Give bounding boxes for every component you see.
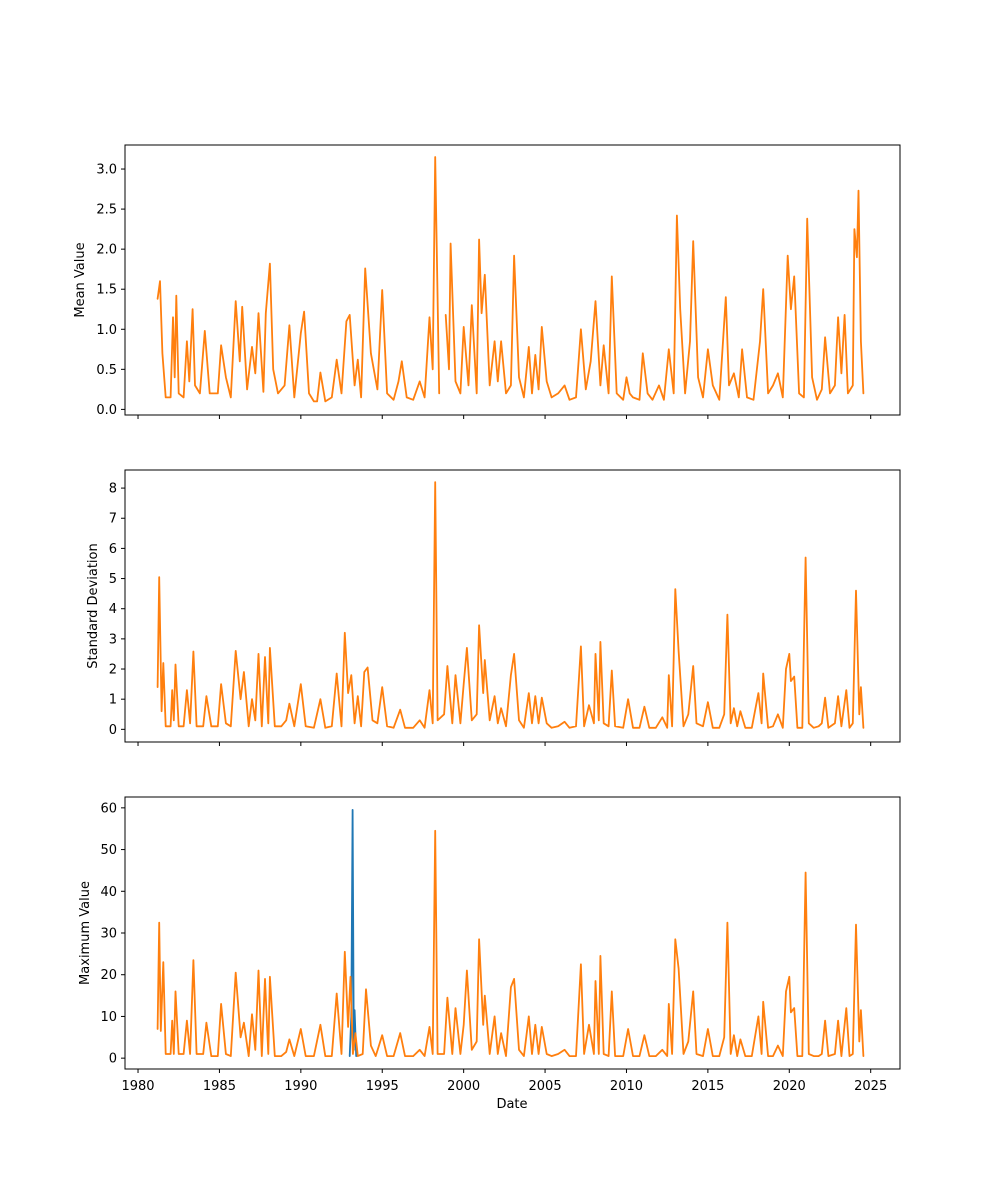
maximum-value-xtick-label: 2020 (773, 1079, 806, 1094)
x-axis-label: Date (496, 1097, 527, 1112)
maximum-value-ytick-label: 50 (100, 843, 117, 858)
mean-value-series (156, 156, 865, 403)
mean-value-ytick-label: 2.5 (96, 203, 117, 218)
mean-value-panel: 0.0 0.5 1.0 1.5 2.0 2.5 3.0 Mean Value (73, 144, 901, 419)
maximum-value-axes-frame (124, 796, 901, 1070)
mean-value-axes-frame (124, 144, 901, 416)
maximum-value-xtick-label: 2000 (447, 1079, 480, 1094)
standard-deviation-ytick-label: 0 (109, 723, 117, 738)
standard-deviation-series-1-line (156, 481, 865, 729)
standard-deviation-ticks: 0 1 2 3 4 5 6 7 8 (109, 482, 872, 746)
standard-deviation-panel: 0 1 2 3 4 5 6 7 8 Standard Deviation (86, 469, 901, 746)
mean-value-ylabel: Mean Value (73, 242, 88, 317)
maximum-value-ytick-label: 0 (109, 1052, 117, 1067)
standard-deviation-ytick-label: 3 (109, 632, 117, 647)
maximum-value-ytick-label: 10 (100, 1010, 117, 1025)
standard-deviation-ytick-label: 2 (109, 663, 117, 678)
standard-deviation-ytick-label: 5 (109, 572, 117, 587)
maximum-value-xtick-label: 2010 (610, 1079, 643, 1094)
maximum-value-xtick-label: 2005 (529, 1079, 562, 1094)
maximum-value-ylabel: Maximum Value (78, 881, 93, 985)
standard-deviation-series (156, 481, 865, 729)
standard-deviation-ytick-label: 4 (109, 602, 117, 617)
maximum-value-xtick-label: 2025 (854, 1079, 887, 1094)
mean-value-series-2-line (444, 189, 865, 401)
mean-value-ytick-label: 1.5 (96, 283, 117, 298)
maximum-value-ytick-label: 20 (100, 968, 117, 983)
maximum-value-series-2-line (156, 829, 865, 1057)
maximum-value-series-1-line (348, 809, 358, 1057)
maximum-value-xtick-label: 1980 (121, 1079, 154, 1094)
standard-deviation-ytick-label: 1 (109, 693, 117, 708)
standard-deviation-ytick-label: 6 (109, 542, 117, 557)
maximum-value-ytick-label: 40 (100, 885, 117, 900)
maximum-value-ticks: 0 10 20 30 40 50 60 1980 1985 1990 1995 2000 2005 201… (100, 801, 887, 1094)
mean-value-ytick-label: 0.5 (96, 363, 117, 378)
mean-value-ytick-label: 1.0 (96, 323, 117, 338)
maximum-value-ytick-label: 30 (100, 927, 117, 942)
standard-deviation-ytick-label: 8 (109, 482, 117, 497)
maximum-value-ytick-label: 60 (100, 801, 117, 816)
maximum-value-series (156, 809, 865, 1057)
maximum-value-xtick-label: 1995 (366, 1079, 399, 1094)
maximum-value-xtick-label: 1990 (284, 1079, 317, 1094)
standard-deviation-axes-frame (124, 469, 901, 743)
mean-value-ticks: 0.0 0.5 1.0 1.5 2.0 2.5 3.0 (96, 163, 872, 419)
maximum-value-xtick-label: 1985 (203, 1079, 236, 1094)
mean-value-ytick-label: 2.0 (96, 243, 117, 258)
maximum-value-xtick-label: 2015 (691, 1079, 724, 1094)
mean-value-ytick-label: 3.0 (96, 163, 117, 178)
mean-value-series-1-line (156, 156, 441, 403)
mean-value-ytick-label: 0.0 (96, 403, 117, 418)
maximum-value-panel: 0 10 20 30 40 50 60 1980 1985 1990 1995 2000 2005 201… (78, 796, 901, 1112)
standard-deviation-ylabel: Standard Deviation (86, 543, 101, 668)
standard-deviation-ytick-label: 7 (109, 512, 117, 527)
